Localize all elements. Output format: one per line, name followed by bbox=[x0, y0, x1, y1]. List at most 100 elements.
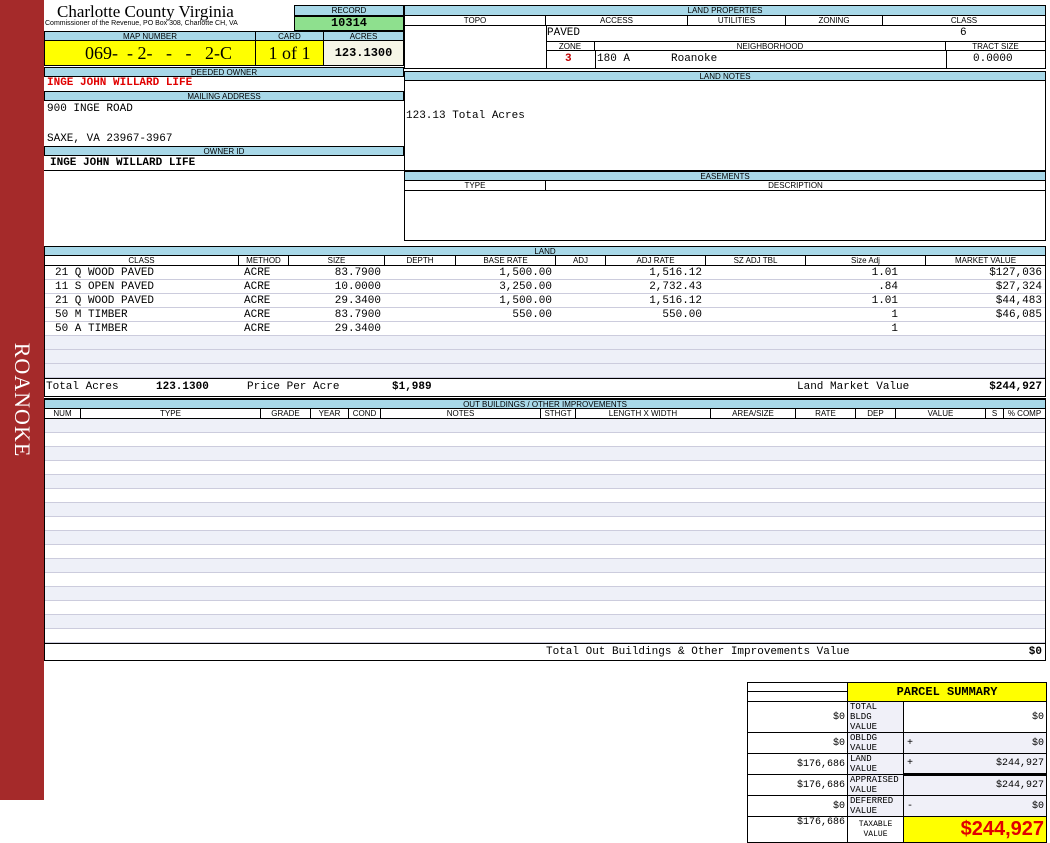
outbuilding-row bbox=[45, 433, 1045, 447]
summary-value: $244,927 bbox=[995, 780, 1044, 791]
summary-label: APPRAISED VALUE bbox=[847, 774, 904, 796]
land-properties-header: LAND PROPERTIES bbox=[404, 5, 1046, 16]
land-cell: 50 M TIMBER bbox=[55, 309, 128, 321]
outbuilding-col-header: YEAR bbox=[311, 409, 349, 418]
land-cell: 83.7900 bbox=[334, 267, 381, 279]
address-line-2: SAXE, VA 23967-3967 bbox=[47, 133, 173, 145]
land-cell: 83.7900 bbox=[334, 309, 381, 321]
land-cell: 50 A TIMBER bbox=[55, 323, 128, 335]
utilities-header: UTILITIES bbox=[688, 16, 786, 25]
outbuilding-row bbox=[45, 545, 1045, 559]
summary-prior-value: $0 bbox=[747, 732, 848, 754]
land-notes-text: 123.13 Total Acres bbox=[406, 110, 525, 122]
summary-value-cell: - $0 bbox=[903, 795, 1047, 817]
land-row: 21 Q WOOD PAVED ACRE 29.3400 1,500.00 1,516.… bbox=[45, 294, 1045, 308]
summary-value-cell: $0 bbox=[903, 701, 1047, 733]
outbuilding-row bbox=[45, 447, 1045, 461]
outbuildings-table: OUT BUILDINGS / OTHER IMPROVEMENTS NUM TY… bbox=[44, 398, 1046, 661]
land-notes-panel: LAND NOTES 123.13 Total Acres bbox=[404, 71, 1046, 171]
summary-value-cell: $244,927 bbox=[903, 773, 1047, 796]
owner-id: INGE JOHN WILLARD LIFE bbox=[50, 157, 196, 169]
neighborhood-name: Roanoke bbox=[671, 53, 718, 65]
summary-row: $0 OBLDG VALUE + $0 bbox=[747, 732, 1047, 754]
land-cell: 10.0000 bbox=[334, 281, 381, 293]
outbuilding-col-header: NOTES bbox=[381, 409, 541, 418]
deeded-owner: INGE JOHN WILLARD LIFE bbox=[47, 77, 193, 89]
land-cell: 1 bbox=[891, 323, 898, 335]
land-col-header: CLASS bbox=[45, 256, 239, 265]
land-col-header: BASE RATE bbox=[456, 256, 556, 265]
land-table: LAND CLASS METHOD SIZE DEPTH BASE RATE ADJ ADJ… bbox=[44, 246, 1046, 397]
land-row: 50 A TIMBER ACRE 29.3400 1 bbox=[45, 322, 1045, 336]
land-row: 21 Q WOOD PAVED ACRE 83.7900 1,500.00 1,516.… bbox=[45, 266, 1045, 280]
outbuilding-row bbox=[45, 587, 1045, 601]
office-subtitle: Commissioner of the Revenue, PO Box 308,… bbox=[45, 20, 238, 27]
owner-id-header: OWNER ID bbox=[44, 146, 404, 156]
parcel-summary-title: PARCEL SUMMARY bbox=[847, 682, 1047, 702]
land-cell: 550.00 bbox=[512, 309, 552, 321]
outbuilding-row bbox=[45, 489, 1045, 503]
summary-label: TOTAL BLDG VALUE bbox=[847, 701, 904, 733]
summary-prior-value: $0 bbox=[747, 701, 848, 733]
summary-prior-value: $176,686 bbox=[747, 753, 848, 775]
land-cell: 1,516.12 bbox=[649, 295, 702, 307]
land-cell: ACRE bbox=[244, 267, 271, 279]
topo-header: TOPO bbox=[405, 16, 546, 25]
easement-type-header: TYPE bbox=[405, 181, 546, 190]
mailing-address-header: MAILING ADDRESS bbox=[44, 91, 404, 101]
land-properties-panel: LAND PROPERTIES TOPO ACCESS UTILITIES ZO… bbox=[404, 5, 1046, 69]
outbuilding-row bbox=[45, 601, 1045, 615]
outbuilding-col-header: TYPE bbox=[81, 409, 261, 418]
class-value: 6 bbox=[960, 27, 967, 39]
land-cell: 3,250.00 bbox=[499, 281, 552, 293]
outbuilding-col-header: GRADE bbox=[261, 409, 311, 418]
taxable-label: TAXABLE VALUE bbox=[847, 816, 904, 843]
divider bbox=[44, 170, 404, 171]
land-header: LAND bbox=[44, 246, 1046, 256]
neighborhood-header: NEIGHBORHOOD bbox=[595, 42, 946, 51]
summary-operator: + bbox=[907, 758, 914, 769]
outbuilding-row bbox=[45, 461, 1045, 475]
summary-row: $0 DEFERRED VALUE - $0 bbox=[747, 795, 1047, 817]
outbuilding-col-header: AREA/SIZE bbox=[711, 409, 796, 418]
outbuilding-row bbox=[45, 531, 1045, 545]
land-cell: 21 Q WOOD PAVED bbox=[55, 267, 155, 279]
total-acres-label: Total Acres bbox=[46, 381, 119, 393]
outbuilding-row bbox=[45, 503, 1045, 517]
outbuilding-col-header: COND bbox=[349, 409, 381, 418]
land-row: 11 S OPEN PAVED ACRE 10.0000 3,250.00 2,732.… bbox=[45, 280, 1045, 294]
outbuilding-col-header: RATE bbox=[796, 409, 856, 418]
summary-prior-value: $0 bbox=[747, 795, 848, 817]
land-cell: .84 bbox=[878, 281, 898, 293]
class-header: CLASS bbox=[950, 16, 978, 25]
land-row bbox=[45, 364, 1045, 378]
outbuilding-row bbox=[45, 517, 1045, 531]
land-col-header: MARKET VALUE bbox=[954, 256, 1017, 265]
land-cell: 1.01 bbox=[871, 295, 898, 307]
land-col-header: METHOD bbox=[239, 256, 289, 265]
acres-value: 123.1300 bbox=[323, 40, 404, 66]
summary-operator: + bbox=[907, 737, 914, 749]
land-cell: $46,085 bbox=[995, 309, 1042, 321]
summary-value: $0 bbox=[1031, 800, 1044, 812]
land-col-header: Size Adj bbox=[806, 256, 926, 265]
easement-description-header: DESCRIPTION bbox=[768, 181, 823, 190]
sidebar-neighborhood: ROANOKE bbox=[0, 0, 44, 800]
land-cell: ACRE bbox=[244, 295, 271, 307]
summary-label: LAND VALUE bbox=[847, 753, 904, 775]
neighborhood-label: ROANOKE bbox=[10, 342, 35, 458]
summary-value-cell: + $0 bbox=[903, 732, 1047, 754]
outbuilding-col-header: VALUE bbox=[896, 409, 986, 418]
summary-value-cell: + $244,927 bbox=[903, 753, 1047, 775]
land-cell: 11 S OPEN PAVED bbox=[55, 281, 155, 293]
summary-row: $176,686 LAND VALUE + $244,927 bbox=[747, 753, 1047, 775]
outbuilding-row bbox=[45, 559, 1045, 573]
outbuilding-col-header: LENGTH X WIDTH bbox=[576, 409, 711, 418]
outbuilding-row bbox=[45, 475, 1045, 489]
deeded-owner-header: DEEDED OWNER bbox=[44, 67, 404, 77]
record-header: RECORD bbox=[294, 5, 404, 16]
summary-operator: - bbox=[907, 800, 914, 812]
outbuilding-col-header: DEP bbox=[856, 409, 896, 418]
land-notes-header: LAND NOTES bbox=[404, 71, 1046, 81]
summary-row: $0 TOTAL BLDG VALUE $0 bbox=[747, 701, 1047, 733]
